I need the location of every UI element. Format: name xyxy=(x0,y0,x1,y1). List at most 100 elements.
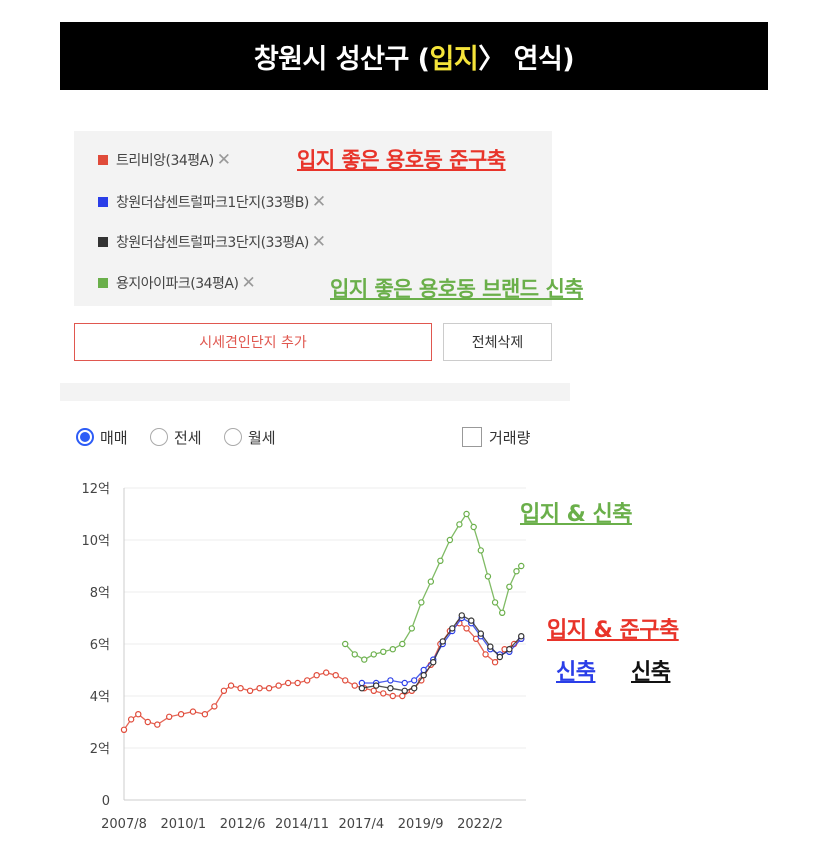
legend-panel xyxy=(74,131,552,306)
data-point xyxy=(332,671,339,679)
data-point xyxy=(468,617,475,624)
data-point xyxy=(237,684,244,692)
remove-icon[interactable]: ✕ xyxy=(241,273,256,293)
series-0 xyxy=(120,619,525,733)
annotation-red-top: 입지 좋은 용호동 준구축 xyxy=(297,148,506,172)
series-line xyxy=(344,512,522,661)
data-point xyxy=(284,679,292,687)
data-point xyxy=(351,651,358,658)
data-point xyxy=(342,677,349,684)
title-prefix: 창원시 성산구 ( xyxy=(253,43,430,75)
legend-item-yongji-ipark: 용지아이파크(34평A) ✕ xyxy=(98,273,256,293)
remove-icon[interactable]: ✕ xyxy=(216,150,231,170)
data-point xyxy=(120,726,128,733)
data-point xyxy=(463,625,470,632)
annotation-green-chart: 입지 & 신축 xyxy=(520,502,632,527)
legend-item-trivian: 트리비앙(34평A) ✕ xyxy=(98,150,231,170)
legend-item-centralpark-1: 창원더샵센트럴파크1단지(33평B) ✕ xyxy=(98,192,326,212)
y-tick-label: 10억 xyxy=(81,534,110,549)
data-point xyxy=(411,684,418,692)
data-point xyxy=(491,658,499,666)
radio-monthly[interactable]: 월세 xyxy=(224,426,276,448)
x-tick-label: 2012/6 xyxy=(220,817,266,832)
data-point xyxy=(439,638,446,645)
data-point xyxy=(303,677,311,684)
data-point xyxy=(456,521,463,528)
data-point xyxy=(487,643,494,650)
data-point xyxy=(154,721,161,728)
data-point xyxy=(294,679,301,687)
data-point xyxy=(418,599,425,606)
radio-sale[interactable]: 매매 xyxy=(76,426,128,448)
volume-toggle[interactable]: 거래량 xyxy=(462,426,530,448)
y-tick-label: 0 xyxy=(102,794,110,809)
radio-jeonse[interactable]: 전세 xyxy=(150,426,202,448)
data-point xyxy=(446,536,454,544)
radio-label: 월세 xyxy=(248,428,276,447)
data-point xyxy=(322,669,330,676)
x-axis-ticks: 2007/8 2010/1 2012/6 2014/11 2017/4 2019/9 202… xyxy=(101,817,503,832)
data-point xyxy=(470,523,477,531)
x-tick-label: 2014/11 xyxy=(275,817,329,832)
data-point xyxy=(265,684,273,692)
legend-item-centralpark-3: 창원더샵센트럴파크3단지(33평A) ✕ xyxy=(98,232,326,252)
data-point xyxy=(177,710,185,718)
data-point xyxy=(389,692,396,700)
data-point xyxy=(499,609,506,616)
data-point xyxy=(211,703,218,710)
radio-label: 매매 xyxy=(100,428,128,447)
data-point xyxy=(351,682,358,689)
radio-icon[interactable] xyxy=(150,428,168,446)
data-point xyxy=(449,625,456,632)
data-point xyxy=(370,687,377,694)
remove-icon[interactable]: ✕ xyxy=(311,192,326,212)
annotation-blue-chart: 신축 xyxy=(556,660,596,685)
data-point xyxy=(189,708,197,715)
page-title: 창원시 성산구 ( 입지 〉 연식) xyxy=(60,22,768,90)
data-point xyxy=(518,632,525,640)
checkbox-icon[interactable] xyxy=(462,427,482,447)
data-point xyxy=(463,510,470,518)
data-point xyxy=(408,625,416,632)
add-benchmark-complex-button[interactable]: 시세견인단지 추가 xyxy=(74,323,432,361)
data-point xyxy=(399,692,406,700)
title-suffix: 〉 연식) xyxy=(478,43,575,75)
delete-all-button[interactable]: 전체삭제 xyxy=(443,323,552,361)
legend-label: 창원더샵센트럴파크3단지(33평A) xyxy=(116,235,309,251)
data-point xyxy=(420,671,427,679)
data-point xyxy=(496,653,504,661)
x-tick-label: 2017/4 xyxy=(338,817,384,832)
data-point xyxy=(370,651,377,658)
data-point xyxy=(484,573,492,580)
y-tick-label: 2억 xyxy=(90,742,110,757)
data-point xyxy=(201,710,209,718)
data-point xyxy=(127,716,135,723)
data-point xyxy=(380,648,387,655)
series-3 xyxy=(342,510,525,663)
annotation-black-chart: 신축 xyxy=(631,660,671,685)
remove-icon[interactable]: ✕ xyxy=(311,232,326,252)
legend-swatch xyxy=(98,155,108,165)
data-point xyxy=(472,635,480,642)
data-point xyxy=(387,684,394,692)
radio-label: 전세 xyxy=(174,428,202,447)
y-tick-label: 12억 xyxy=(81,482,110,497)
x-tick-label: 2007/8 xyxy=(101,817,147,832)
radio-icon[interactable] xyxy=(224,428,242,446)
data-point xyxy=(135,710,142,718)
data-point xyxy=(220,687,228,694)
data-point xyxy=(380,690,387,697)
series-line xyxy=(361,614,522,692)
data-point xyxy=(430,658,437,666)
data-point xyxy=(401,679,408,687)
data-point xyxy=(358,679,366,687)
radio-icon[interactable] xyxy=(76,428,94,446)
y-axis-ticks: 0 2억 4억 6억 8억 10억 12억 xyxy=(81,482,110,809)
y-tick-label: 4억 xyxy=(90,690,110,705)
legend-swatch xyxy=(98,197,108,207)
legend-label: 용지아이파크(34평A) xyxy=(116,276,239,292)
data-point xyxy=(389,645,396,653)
volume-label: 거래량 xyxy=(489,428,531,447)
data-point xyxy=(256,684,263,692)
x-tick-label: 2010/1 xyxy=(160,817,206,832)
